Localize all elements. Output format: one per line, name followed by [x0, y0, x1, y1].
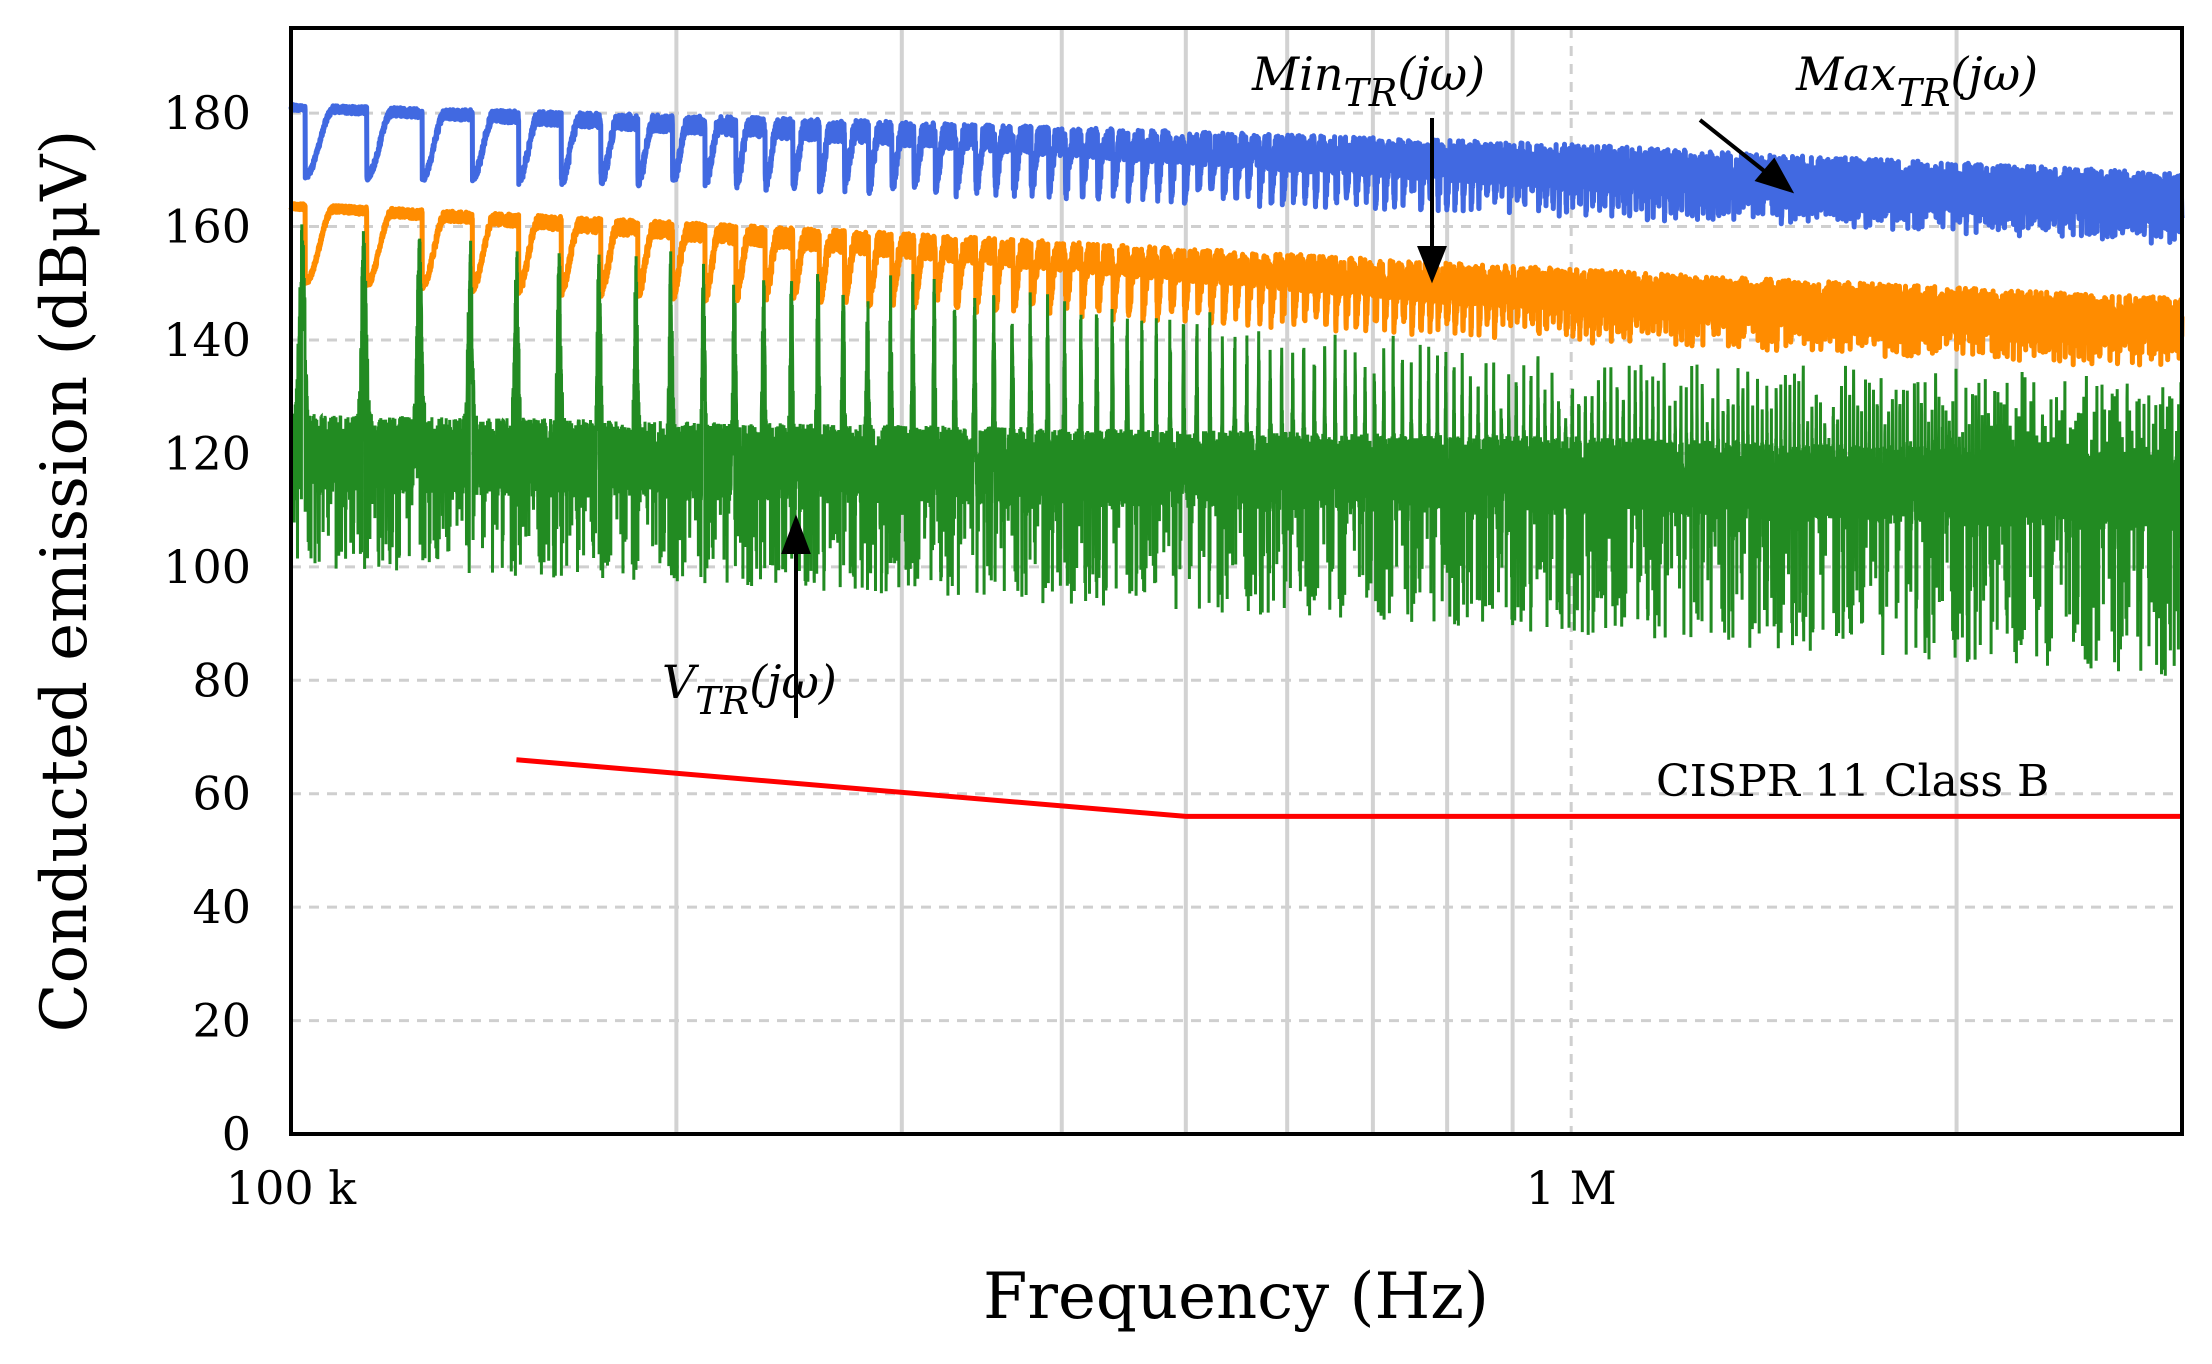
vtr-arrowhead [781, 514, 811, 554]
tick-labels: 0 20 40 60 80 100 120 140 160 180 100 k 1 M [163, 86, 1617, 1215]
series-line-max-tr [288, 102, 2185, 246]
y-tick-label: 20 [192, 994, 251, 1048]
y-tick-label: 160 [163, 200, 251, 254]
y-tick-label: 80 [192, 653, 251, 707]
max-label: MaxTR(jω) [1795, 47, 2038, 115]
series-line-min-tr [288, 201, 2185, 368]
min-arrowhead [1417, 246, 1447, 284]
plot-frame [289, 26, 2184, 1136]
y-tick-label: 140 [163, 313, 251, 367]
series-line-cispr-limit [516, 757, 2182, 819]
max-arrow [1698, 118, 1770, 176]
x-axis-title: Frequency (Hz) [983, 1260, 1489, 1334]
max-arrowhead [1754, 157, 1795, 194]
y-tick-label: 0 [222, 1107, 251, 1161]
y-tick-label: 40 [192, 880, 251, 934]
series-group [288, 102, 2185, 819]
y-tick-label: 120 [163, 426, 251, 480]
vtr-label: VTR(jω) [662, 655, 837, 723]
x-tick-label: 1 M [1526, 1161, 1617, 1215]
y-tick-label: 60 [192, 767, 251, 821]
annotation-arrows [781, 118, 1795, 718]
y-tick-label: 180 [163, 86, 251, 140]
x-tick-label: 100 k [226, 1161, 357, 1215]
min-label: MinTR(jω) [1251, 47, 1485, 115]
series-line-v-tr [289, 224, 2184, 676]
y-axis-title: Conducted emission (dBμV) [28, 130, 102, 1033]
y-tick-label: 100 [163, 540, 251, 594]
cispr-label: CISPR 11 Class B [1656, 756, 2049, 807]
